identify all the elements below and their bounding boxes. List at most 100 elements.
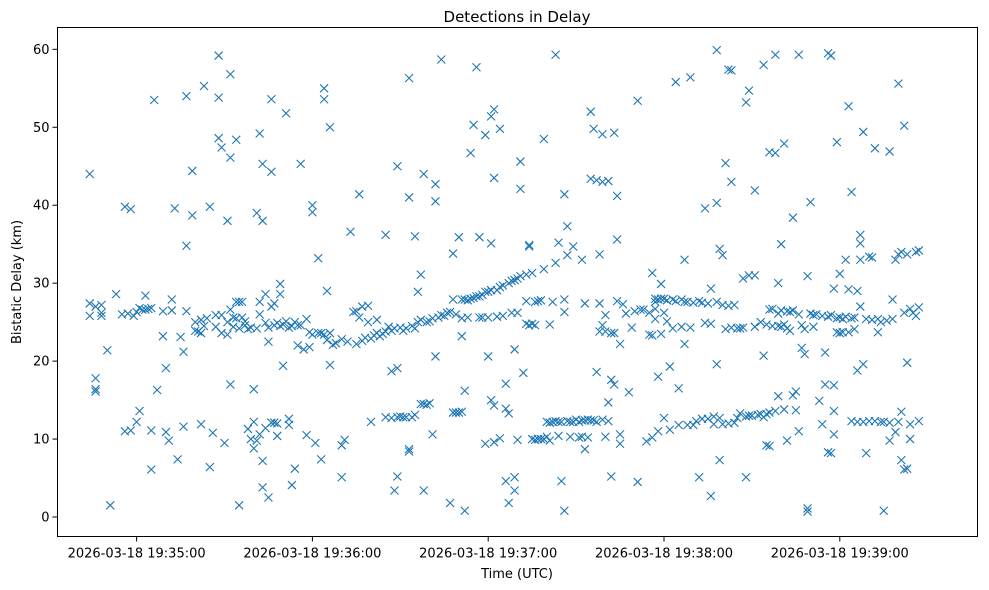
detection-point xyxy=(234,323,244,333)
detection-point xyxy=(410,410,420,420)
detection-point xyxy=(876,317,886,327)
detection-point xyxy=(105,500,115,510)
detection-point xyxy=(668,323,678,333)
detection-point xyxy=(905,304,915,314)
detection-point xyxy=(624,387,634,397)
detection-point xyxy=(325,328,335,338)
detection-point xyxy=(187,210,197,220)
detection-point xyxy=(850,324,859,334)
detection-point xyxy=(750,322,760,332)
detection-point xyxy=(899,465,909,474)
detection-point xyxy=(302,314,311,324)
detection-point xyxy=(223,330,232,340)
detection-point xyxy=(275,321,285,331)
detection-point xyxy=(228,313,238,322)
detection-point xyxy=(685,72,695,82)
detection-point xyxy=(269,418,279,428)
detection-point xyxy=(445,307,455,317)
detection-point xyxy=(911,311,921,321)
detection-point xyxy=(803,504,812,513)
detection-point xyxy=(659,308,669,318)
detection-point xyxy=(809,322,818,332)
detection-point xyxy=(91,384,100,394)
detection-point xyxy=(835,269,845,279)
detection-point xyxy=(246,434,256,444)
detection-point xyxy=(404,444,414,454)
detection-point xyxy=(264,323,273,332)
detection-point xyxy=(521,270,531,279)
detection-point xyxy=(598,320,607,330)
detection-point xyxy=(738,274,748,283)
detection-point xyxy=(445,498,455,508)
detection-point xyxy=(524,242,534,251)
detection-point xyxy=(472,62,481,72)
y-tick-label: 60 xyxy=(33,43,50,58)
detection-point xyxy=(554,417,563,427)
detection-point xyxy=(545,436,555,446)
detection-point xyxy=(762,409,771,419)
detection-point xyxy=(214,93,224,103)
detection-point xyxy=(264,493,273,502)
detection-point xyxy=(656,279,666,289)
detection-point xyxy=(621,309,631,318)
detection-point xyxy=(146,465,156,474)
detection-point xyxy=(545,320,555,329)
detection-point xyxy=(489,104,499,114)
detection-point xyxy=(779,405,789,414)
detection-point xyxy=(551,258,560,268)
detection-point xyxy=(738,323,748,332)
detection-point xyxy=(715,455,725,465)
detection-point xyxy=(498,311,508,321)
detection-point xyxy=(325,122,335,132)
detection-point xyxy=(483,313,493,322)
detection-point xyxy=(475,292,484,301)
detection-point xyxy=(225,305,235,315)
detection-point xyxy=(902,464,912,474)
detection-point xyxy=(639,305,648,315)
detection-point xyxy=(674,420,684,430)
detection-point xyxy=(850,313,859,322)
detection-point xyxy=(811,309,821,319)
detection-point xyxy=(249,384,259,394)
detection-point xyxy=(431,179,440,189)
detection-point xyxy=(896,407,906,417)
detection-point xyxy=(272,419,282,428)
detection-point xyxy=(873,327,883,337)
detection-point xyxy=(559,307,569,317)
plot-frame xyxy=(57,27,978,537)
detection-point xyxy=(436,310,446,320)
detection-point xyxy=(398,412,408,422)
detection-point xyxy=(642,437,651,446)
detection-point xyxy=(524,240,534,250)
detection-point xyxy=(225,380,235,389)
detection-point xyxy=(120,202,130,212)
detection-point xyxy=(413,287,423,297)
detection-point xyxy=(337,440,347,450)
detection-point xyxy=(876,417,886,427)
detection-point xyxy=(135,406,144,416)
detection-point xyxy=(217,143,226,152)
detection-point xyxy=(504,498,514,508)
chart-title: Detections in Delay xyxy=(444,8,591,26)
detection-point xyxy=(665,362,675,371)
detection-point xyxy=(132,307,141,317)
detection-point xyxy=(182,91,191,101)
detection-point xyxy=(577,255,587,265)
detection-point xyxy=(653,426,663,436)
detection-point xyxy=(647,268,657,278)
detection-point xyxy=(436,55,446,64)
detection-point xyxy=(753,410,763,420)
detection-point xyxy=(612,191,622,201)
y-tick-label: 50 xyxy=(33,121,50,136)
points-layer xyxy=(85,45,924,516)
detection-point xyxy=(501,476,511,486)
detection-point xyxy=(691,416,701,426)
detection-point xyxy=(574,433,584,442)
detection-point xyxy=(905,419,915,429)
detection-point xyxy=(448,295,458,304)
detection-point xyxy=(205,202,215,212)
detection-point xyxy=(615,339,625,349)
detection-point xyxy=(583,433,593,442)
detection-point xyxy=(410,323,420,333)
detection-point xyxy=(278,361,288,371)
